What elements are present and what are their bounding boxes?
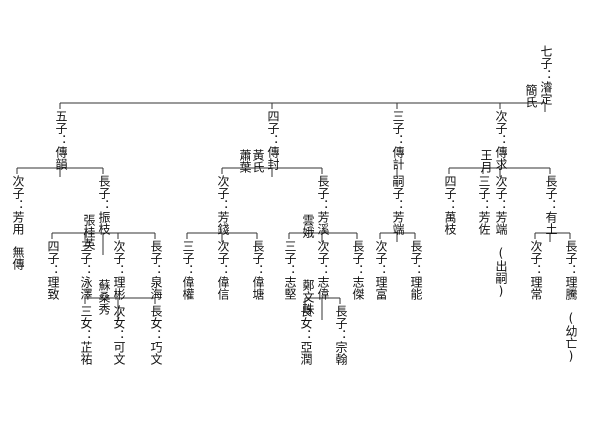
spouse-name: 雲娥	[301, 214, 315, 238]
spouse-name: 簡氏	[524, 84, 538, 108]
person-name: 次女：可文	[112, 305, 126, 365]
person-name: 三子：志堅	[283, 240, 297, 300]
note: 無傳	[11, 246, 25, 270]
person-name: 次子：理彬	[112, 240, 126, 300]
person-name: 七子：濬定	[539, 45, 553, 105]
person-name: 嗣子：芳端	[391, 175, 405, 235]
person-name: 長子：宗翰	[334, 305, 348, 365]
spouse-name: 蘇桑秀	[97, 279, 111, 315]
spouse-name: 鄭文珠	[301, 279, 315, 315]
spouse-name: 王月	[479, 149, 493, 173]
person-name: 長子：偉塘	[251, 240, 265, 300]
person-name: 四子：萬枝	[443, 175, 457, 235]
person-name: 長女：亞潤	[299, 305, 313, 365]
person-name: 次子：偉信	[216, 240, 230, 300]
person-name: 次子：理富	[374, 240, 388, 300]
person-name: 三子：偉權	[181, 240, 195, 300]
person-name: 長子：理騰	[564, 240, 578, 300]
person-name: 長子：有土	[544, 175, 558, 235]
person-name: 三子：傳計	[391, 110, 405, 170]
person-name: 次子：芳用	[11, 175, 25, 235]
person-name: 次子：芳錢	[216, 175, 230, 235]
person-name: 四子：傳封	[266, 110, 280, 170]
note: (幼亡)	[564, 311, 578, 363]
person-name: 三子：泳澤	[79, 240, 93, 300]
person-name: 次子：志偉	[316, 240, 330, 300]
note: (出嗣)	[494, 246, 508, 298]
person-name: 四子：理致	[46, 240, 60, 300]
person-name: 長女：巧文	[149, 305, 163, 365]
person-name: 三女：芷祐	[79, 305, 93, 365]
spouse-name: 黃氏	[251, 149, 265, 173]
person-name: 長子：芳溪	[316, 175, 330, 235]
spouse-name: 蕭葉	[238, 149, 252, 173]
spouse-name: 張桂英	[82, 214, 96, 250]
person-name: 五子：傳韻	[54, 110, 68, 170]
person-name: 次子：理常	[529, 240, 543, 300]
person-name: 長子：志傑	[351, 240, 365, 300]
person-name: 次子：傳求	[494, 110, 508, 170]
person-name: 次子：芳端	[494, 175, 508, 235]
person-name: 長子：泉海	[149, 240, 163, 300]
person-name: 三子：芳佐	[477, 175, 491, 235]
person-name: 長子：振枝	[97, 175, 111, 235]
person-name: 長子：理能	[409, 240, 423, 300]
